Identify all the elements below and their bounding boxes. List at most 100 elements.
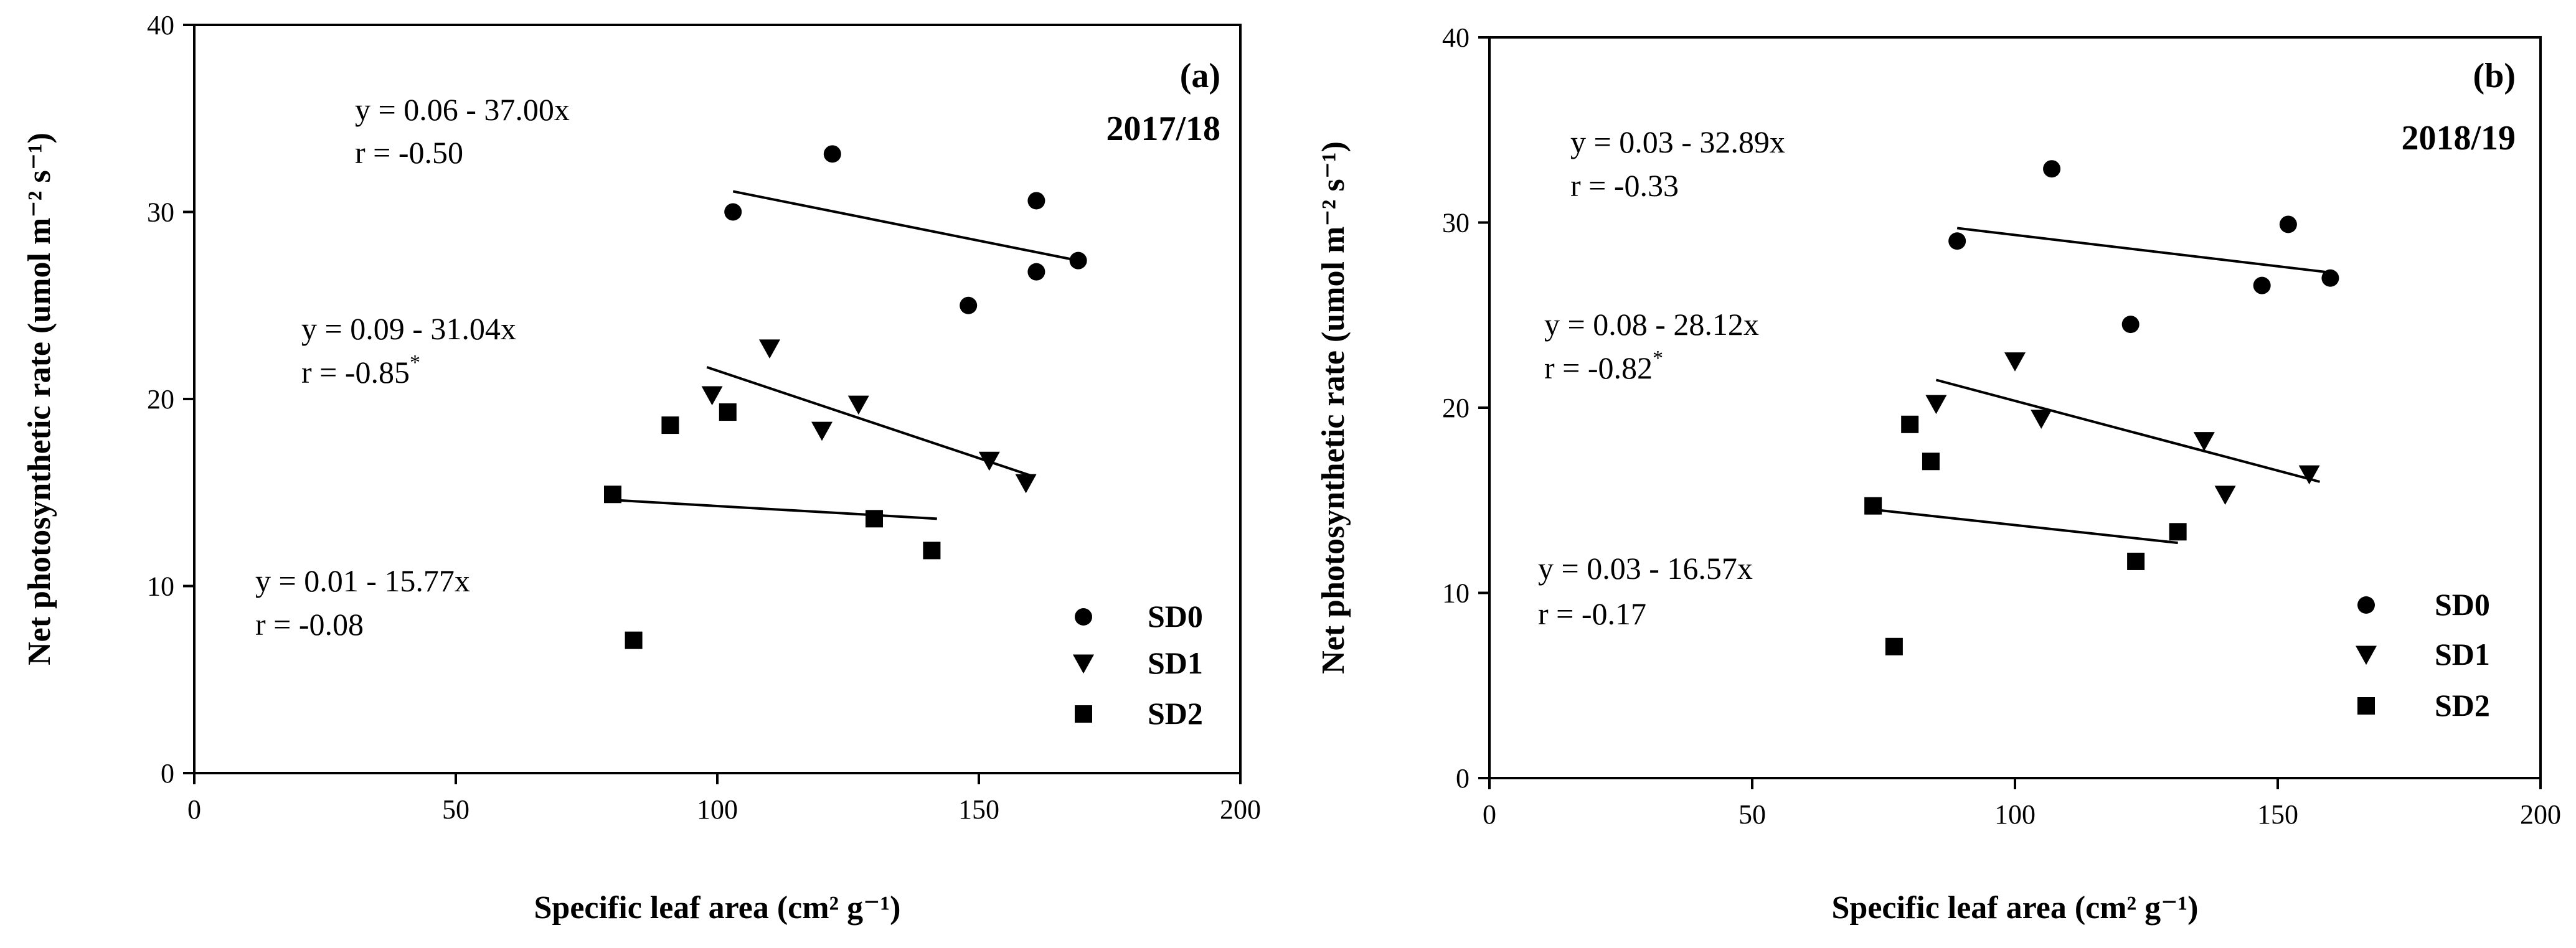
legend-label-sd1: SD1 [2435, 637, 2490, 672]
equation-sd0: y = 0.06 - 37.00x [355, 92, 570, 127]
data-point-sd1 [759, 339, 780, 359]
data-point-sd2 [1922, 453, 1940, 471]
data-point-sd0 [2121, 316, 2140, 334]
legend-label-sd0: SD0 [1148, 599, 1203, 634]
data-point-sd1 [2298, 465, 2320, 485]
x-tick-label: 50 [442, 794, 469, 825]
y-tick-label: 10 [1442, 578, 1470, 609]
data-point-sd1 [978, 451, 1000, 471]
y-tick-label: 40 [147, 10, 174, 40]
data-point-sd2 [2169, 523, 2187, 541]
correlation-value: r = -0.85 [301, 355, 410, 390]
y-tick-label: 0 [1456, 763, 1470, 794]
y-tick-label: 30 [1442, 208, 1470, 238]
x-tick-label: 0 [187, 794, 201, 825]
equation-sd1: y = 0.09 - 31.04x [301, 311, 516, 346]
y-axis-label: Net photosynthetic rate (umol m⁻² s⁻¹) [22, 133, 57, 665]
season-label: 2017/18 [1106, 110, 1220, 148]
correlation-value: r = -0.33 [1570, 168, 1679, 203]
equation-sd2: y = 0.03 - 16.57x [1538, 551, 1753, 586]
y-tick-label: 40 [1442, 22, 1470, 53]
data-point-sd1 [2031, 410, 2052, 429]
data-point-sd1 [701, 386, 723, 406]
correlation-value: r = -0.08 [255, 607, 364, 642]
data-point-sd0 [2043, 160, 2061, 178]
equation-sd2: y = 0.01 - 15.77x [255, 563, 470, 598]
data-point-sd2 [2127, 552, 2145, 570]
correlation-value: r = -0.50 [355, 135, 463, 170]
data-point-sd0 [1948, 232, 1966, 250]
correlation-value: r = -0.82 [1544, 350, 1653, 385]
legend: SD0 SD1 SD2 [2356, 587, 2490, 723]
x-tick-label: 0 [1483, 799, 1496, 830]
series-sd1 [701, 339, 1037, 494]
x-tick-label: 150 [2257, 799, 2298, 830]
data-point-sd2 [1885, 637, 1903, 655]
correlation-sd1: r = -0.85* [301, 351, 420, 390]
y-tick-label: 0 [161, 758, 174, 789]
series-sd0 [1948, 160, 2339, 334]
legend: SD0 SD1 SD2 [1073, 599, 1203, 731]
data-point-sd0 [2321, 269, 2339, 287]
x-tick-label: 50 [1739, 799, 1766, 830]
series-sd2 [1864, 415, 2187, 655]
data-point-sd0 [1069, 251, 1087, 270]
season-label: 2018/19 [2401, 119, 2516, 157]
legend-marker-sd2 [2357, 697, 2375, 715]
legend-marker-sd0 [1075, 608, 1092, 626]
y-tick-label: 30 [147, 197, 174, 228]
x-tick-label: 100 [1994, 799, 2036, 830]
panel-label: (b) [2473, 57, 2516, 95]
data-point-sd2 [866, 510, 883, 528]
x-axis-label: Specific leaf area (cm² g⁻¹) [534, 890, 900, 926]
data-point-sd0 [2279, 215, 2297, 233]
legend-label-sd2: SD2 [1148, 696, 1203, 731]
significance-marker: * [410, 351, 420, 374]
data-point-sd2 [661, 416, 679, 434]
regression-line-sd1 [1935, 378, 2321, 483]
legend-label-sd2: SD2 [2435, 688, 2490, 723]
series-sd2 [604, 403, 941, 649]
data-point-sd1 [811, 421, 833, 441]
y-tick-label: 20 [147, 384, 174, 415]
correlation-sd0: r = -0.33 [1570, 168, 1679, 203]
panel-label: (a) [1180, 57, 1220, 95]
data-point-sd2 [719, 403, 737, 421]
data-point-sd0 [960, 296, 978, 314]
data-point-sd1 [2193, 432, 2215, 451]
correlation-sd2: r = -0.17 [1538, 596, 1646, 631]
legend-marker-sd1 [2356, 645, 2377, 665]
legend-marker-sd1 [1073, 654, 1094, 674]
y-axis-label: Net photosynthetic rate (umol m⁻² s⁻¹) [1316, 141, 1351, 674]
x-tick-label: 100 [697, 794, 738, 825]
data-point-sd0 [1027, 263, 1045, 281]
y-tick-label: 10 [147, 571, 174, 602]
chart-panel-b: 0 50 100 150 200 0 10 20 30 40 Specific leaf area … [1316, 22, 2561, 926]
significance-marker: * [1653, 347, 1663, 370]
legend-label-sd1: SD1 [1148, 645, 1203, 680]
data-point-sd1 [847, 395, 869, 415]
data-point-sd2 [923, 542, 941, 560]
data-point-sd0 [1027, 192, 1045, 210]
x-tick-label: 200 [2520, 799, 2561, 830]
equation-sd1: y = 0.08 - 28.12x [1544, 307, 1759, 342]
correlation-sd0: r = -0.50 [355, 135, 463, 170]
regression-line-sd2 [612, 499, 937, 520]
y-tick-label: 20 [1442, 393, 1470, 423]
data-point-sd0 [2253, 276, 2271, 294]
legend-marker-sd2 [1075, 705, 1092, 723]
series-sd1 [1925, 352, 2321, 505]
regression-line-sd2 [1872, 508, 2178, 545]
data-point-sd0 [724, 203, 742, 221]
equation-sd0: y = 0.03 - 32.89x [1570, 124, 1785, 159]
chart-panel-a: 0 50 100 150 200 0 10 20 30 40 Specific leaf area … [22, 10, 1261, 926]
correlation-sd2: r = -0.08 [255, 607, 364, 642]
correlation-sd1: r = -0.82* [1544, 347, 1663, 385]
data-point-sd0 [823, 145, 841, 163]
regression-line-sd1 [706, 366, 1032, 477]
data-point-sd2 [1901, 415, 1919, 433]
x-tick-label: 200 [1220, 794, 1261, 825]
data-point-sd1 [2214, 486, 2236, 505]
x-tick-label: 150 [958, 794, 999, 825]
